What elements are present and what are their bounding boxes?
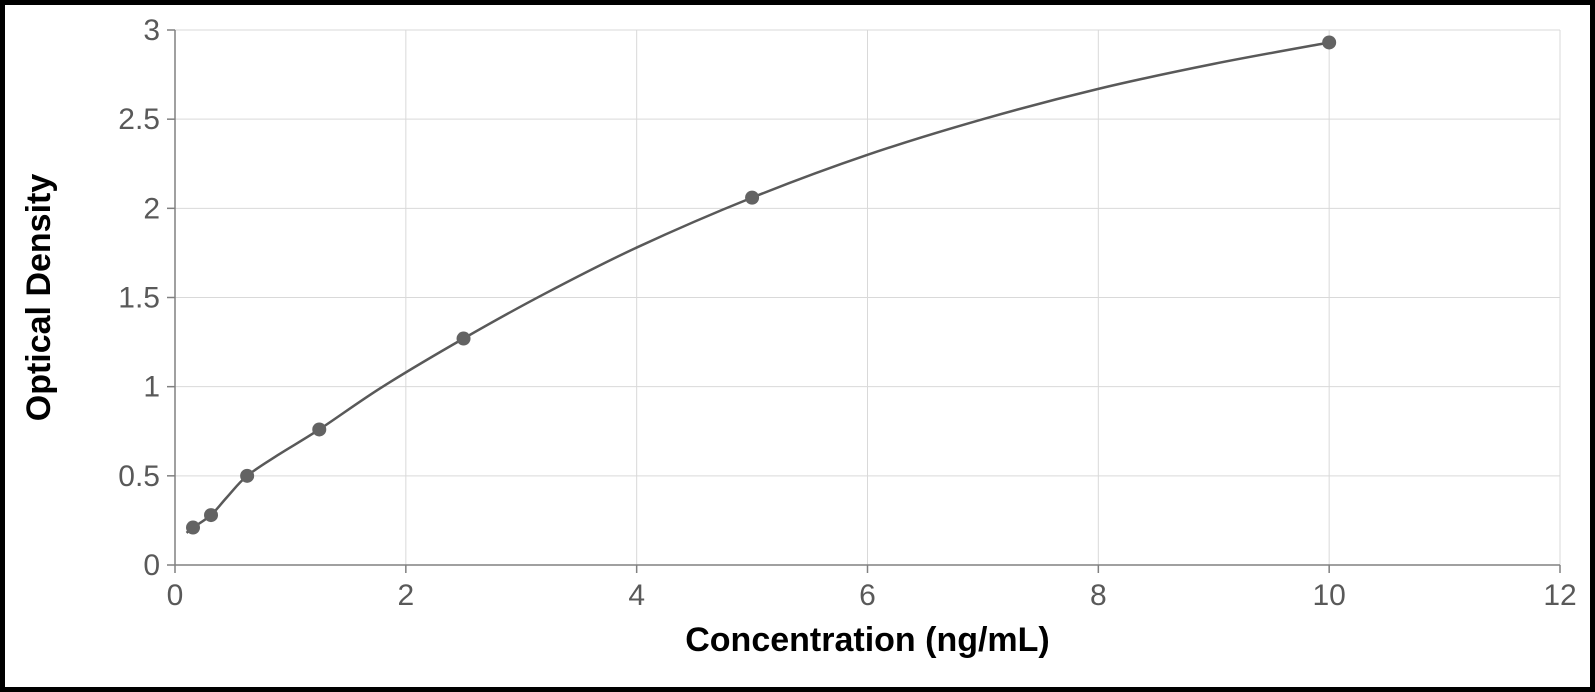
y-tick-label: 0 <box>143 549 160 582</box>
y-tick-label: 1.5 <box>118 282 160 315</box>
data-marker <box>1322 35 1336 49</box>
y-axis-label: Optical Density <box>20 174 58 422</box>
x-tick-label: 6 <box>859 579 876 612</box>
x-tick-label: 0 <box>167 579 184 612</box>
x-tick-label: 12 <box>1543 579 1576 612</box>
x-tick-label: 2 <box>397 579 414 612</box>
data-marker <box>240 469 254 483</box>
y-tick-label: 2.5 <box>118 103 160 136</box>
chart-axes <box>167 30 1560 573</box>
x-tick-label: 10 <box>1312 579 1345 612</box>
chart-svg: 0 2 4 6 8 10 12 0 0.5 1 1.5 2 2.5 3 Concentration (n… <box>5 5 1590 687</box>
x-tick-label: 4 <box>628 579 645 612</box>
data-marker <box>312 422 326 436</box>
chart-curve <box>187 42 1330 532</box>
chart-frame: 0 2 4 6 8 10 12 0 0.5 1 1.5 2 2.5 3 Concentration (n… <box>0 0 1595 692</box>
x-axis-label: Concentration (ng/mL) <box>685 621 1050 659</box>
data-marker <box>186 521 200 535</box>
y-tick-label: 3 <box>143 14 160 47</box>
y-tick-label: 0.5 <box>118 460 160 493</box>
chart-grid <box>175 30 1560 565</box>
data-marker <box>457 332 471 346</box>
y-tick-label: 2 <box>143 192 160 225</box>
chart-points <box>186 35 1336 534</box>
data-marker <box>204 508 218 522</box>
x-tick-labels: 0 2 4 6 8 10 12 <box>167 579 1577 612</box>
data-marker <box>745 191 759 205</box>
x-tick-label: 8 <box>1090 579 1107 612</box>
y-tick-labels: 0 0.5 1 1.5 2 2.5 3 <box>118 14 160 582</box>
y-tick-label: 1 <box>143 371 160 404</box>
